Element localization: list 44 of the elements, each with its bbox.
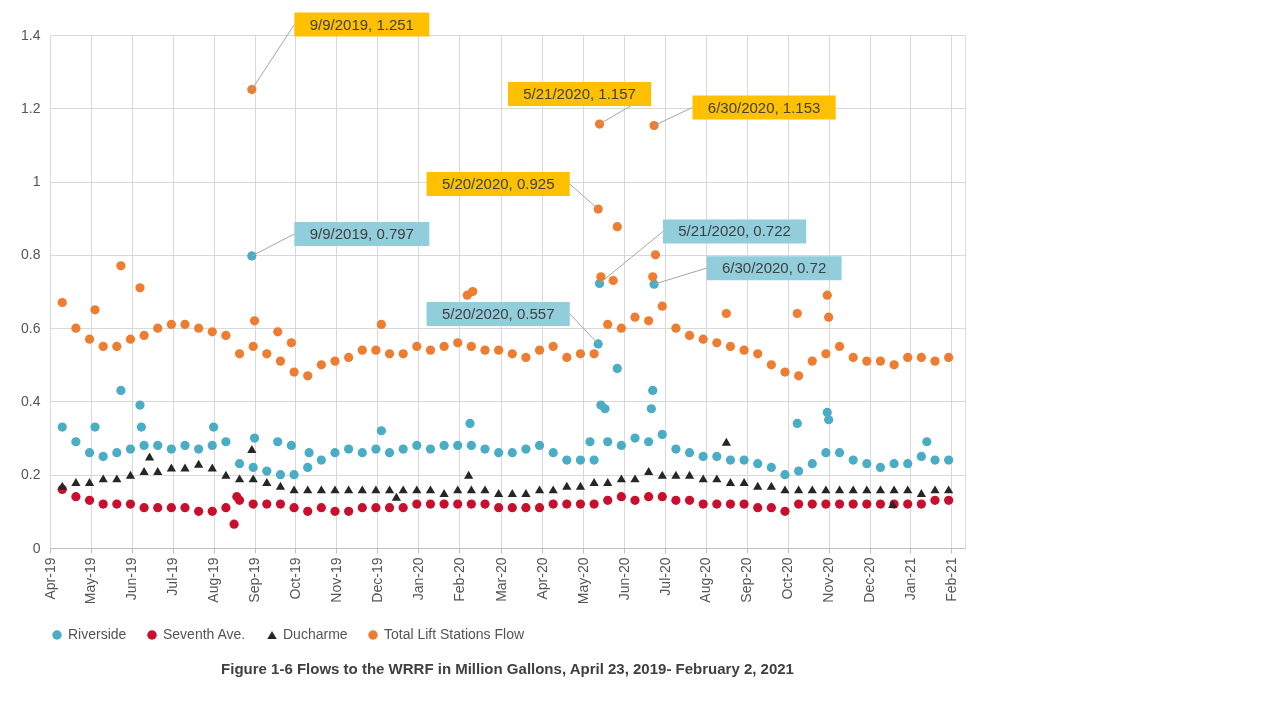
legend-label: Riverside — [68, 626, 127, 642]
x-tick-label: Sep-19 — [246, 557, 263, 603]
legend-label: Total Lift Stations Flow — [384, 626, 525, 642]
x-tick-label: Feb-21 — [942, 557, 959, 602]
annotation: 5/21/2020, 1.157 — [523, 85, 636, 103]
y-tick-label: 1.2 — [21, 99, 41, 116]
x-tick-label: Dec-20 — [861, 557, 878, 603]
x-tick-label: Nov-19 — [327, 557, 344, 603]
annotation: 9/9/2019, 1.251 — [309, 15, 414, 33]
x-tick-label: Oct-20 — [779, 557, 796, 600]
annotation: 9/9/2019, 0.797 — [309, 224, 414, 242]
y-tick-label: 0.8 — [21, 246, 41, 263]
annotation: 5/20/2020, 0.925 — [441, 175, 555, 193]
legend-label: Seventh Ave. — [163, 626, 246, 642]
x-tick-label: Apr-20 — [533, 557, 550, 600]
legend-label: Ducharme — [283, 626, 348, 642]
x-tick-label: Jan-21 — [901, 557, 918, 601]
y-tick-label: 1.4 — [21, 26, 41, 43]
x-tick-label: Oct-19 — [286, 557, 303, 600]
annotation: 6/30/2020, 1.153 — [707, 98, 821, 116]
y-tick-label: 0.2 — [21, 466, 41, 483]
annotation: 5/21/2020, 0.722 — [678, 222, 791, 240]
x-tick-label: Feb-20 — [450, 557, 467, 602]
y-tick-label: 0 — [32, 539, 41, 556]
x-tick-label: Nov-20 — [820, 557, 837, 603]
x-tick-label: Aug-19 — [205, 557, 222, 603]
x-tick-label: Apr-19 — [41, 557, 58, 600]
x-tick-label: Jun-19 — [123, 557, 140, 601]
y-tick-label: 0.4 — [21, 392, 41, 409]
x-tick-label: Jun-20 — [615, 557, 632, 601]
annotation: 5/20/2020, 0.557 — [441, 304, 555, 322]
x-tick-label: Jan-20 — [409, 557, 426, 601]
x-tick-label: Sep-20 — [738, 557, 755, 603]
annotation: 6/30/2020, 0.72 — [721, 259, 827, 277]
x-tick-label: Jul-19 — [164, 557, 181, 596]
x-tick-label: Aug-20 — [697, 557, 714, 603]
x-tick-label: Jul-20 — [656, 557, 673, 596]
y-tick-label: 1 — [32, 173, 41, 190]
x-tick-label: Mar-20 — [492, 557, 509, 602]
x-tick-label: May-20 — [574, 557, 591, 605]
x-tick-label: May-19 — [82, 557, 99, 605]
text: Figure 1-6 Flows to the WRRF in Million Gallons, April 23, 2019- February 2, 2021 — [221, 660, 794, 677]
x-tick-label: Dec-19 — [368, 557, 385, 603]
y-tick-label: 0.6 — [21, 319, 41, 336]
